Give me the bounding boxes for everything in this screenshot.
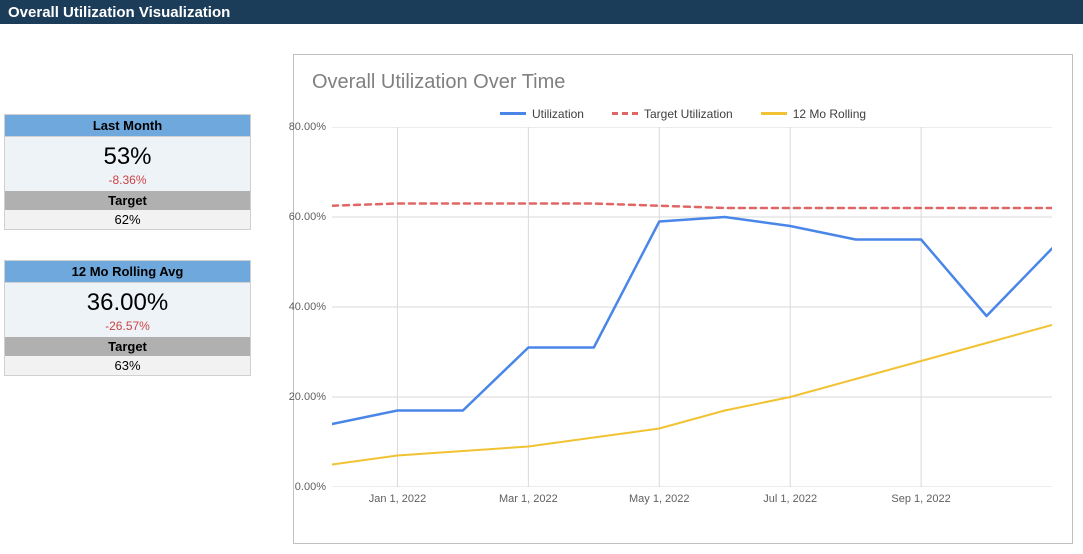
legend-label: Target Utilization bbox=[644, 107, 733, 121]
legend-label: Utilization bbox=[532, 107, 584, 121]
legend-swatch bbox=[761, 112, 787, 115]
kpi-sidebar: Last Month 53% -8.36% Target 62% 12 Mo R… bbox=[0, 24, 263, 554]
y-axis-label: 40.00% bbox=[289, 301, 332, 313]
kpi-target-label: Target bbox=[5, 337, 250, 356]
legend-label: 12 Mo Rolling bbox=[793, 107, 866, 121]
x-axis-label: Jul 1, 2022 bbox=[763, 487, 817, 505]
legend-swatch bbox=[612, 112, 638, 115]
kpi-value-block: 36.00% -26.57% bbox=[5, 283, 250, 337]
kpi-value: 36.00% bbox=[5, 289, 250, 317]
kpi-target-value: 62% bbox=[5, 210, 250, 229]
x-axis-label: Mar 1, 2022 bbox=[499, 487, 558, 505]
y-axis-label: 60.00% bbox=[289, 211, 332, 223]
chart-legend: Utilization Target Utilization 12 Mo Rolli… bbox=[312, 104, 1054, 121]
kpi-value-block: 53% -8.36% bbox=[5, 137, 250, 191]
kpi-title: Last Month bbox=[5, 115, 250, 137]
plot-area: 0.00%20.00%40.00%60.00%80.00%Jan 1, 2022… bbox=[332, 127, 1052, 487]
chart-box: Overall Utilization Over Time Utilizatio… bbox=[293, 54, 1073, 544]
kpi-target-value: 63% bbox=[5, 356, 250, 375]
kpi-delta: -26.57% bbox=[5, 319, 250, 333]
page-header: Overall Utilization Visualization bbox=[0, 0, 1083, 24]
x-axis-label: May 1, 2022 bbox=[629, 487, 690, 505]
series-line bbox=[332, 203, 1052, 208]
chart-panel: Overall Utilization Over Time Utilizatio… bbox=[263, 24, 1083, 554]
plot-svg bbox=[332, 127, 1052, 487]
kpi-delta: -8.36% bbox=[5, 173, 250, 187]
kpi-card-last-month: Last Month 53% -8.36% Target 62% bbox=[4, 114, 251, 230]
x-axis-label: Sep 1, 2022 bbox=[891, 487, 950, 505]
x-axis-label: Jan 1, 2022 bbox=[369, 487, 427, 505]
page-title: Overall Utilization Visualization bbox=[8, 4, 230, 21]
y-axis-label: 20.00% bbox=[289, 391, 332, 403]
legend-item: Target Utilization bbox=[612, 107, 733, 121]
main-layout: Last Month 53% -8.36% Target 62% 12 Mo R… bbox=[0, 24, 1083, 554]
series-line bbox=[332, 325, 1052, 465]
y-axis-label: 0.00% bbox=[295, 481, 332, 493]
kpi-value: 53% bbox=[5, 143, 250, 171]
legend-item: Utilization bbox=[500, 107, 584, 121]
legend-item: 12 Mo Rolling bbox=[761, 107, 866, 121]
kpi-card-rolling-avg: 12 Mo Rolling Avg 36.00% -26.57% Target … bbox=[4, 260, 251, 376]
kpi-target-label: Target bbox=[5, 191, 250, 210]
kpi-title: 12 Mo Rolling Avg bbox=[5, 261, 250, 283]
chart-title: Overall Utilization Over Time bbox=[312, 71, 1054, 94]
legend-swatch bbox=[500, 112, 526, 115]
y-axis-label: 80.00% bbox=[289, 121, 332, 133]
series-line bbox=[332, 217, 1052, 424]
